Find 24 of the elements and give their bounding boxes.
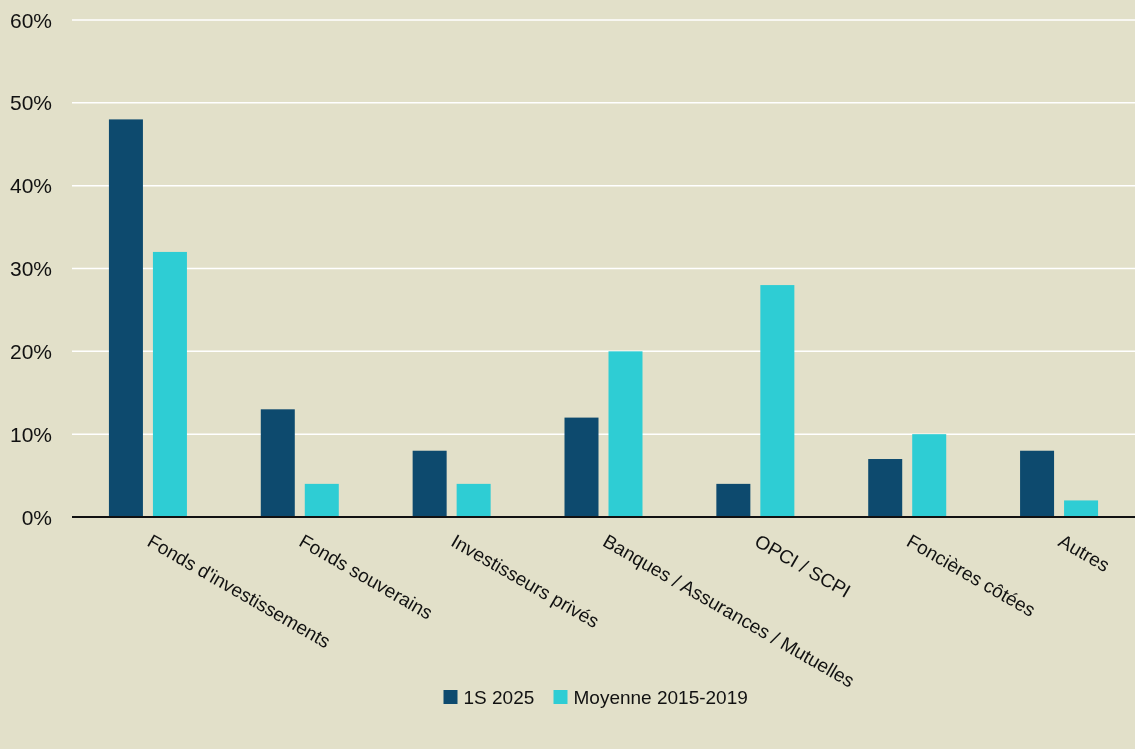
bar xyxy=(260,409,295,517)
bar xyxy=(412,450,447,517)
y-tick-label: 60% xyxy=(9,8,52,32)
bar xyxy=(868,459,903,517)
bar xyxy=(608,351,643,517)
bar xyxy=(912,434,947,517)
bar xyxy=(1064,500,1099,517)
bar xyxy=(456,483,491,517)
bar xyxy=(564,417,599,517)
y-tick-label: 40% xyxy=(9,174,52,198)
bar xyxy=(1020,450,1055,517)
y-tick-label: 10% xyxy=(9,422,52,446)
legend-label: 1S 2025 xyxy=(463,686,535,708)
legend-label: Moyenne 2015-2019 xyxy=(573,686,748,708)
bar xyxy=(716,483,751,517)
bar xyxy=(304,483,339,517)
y-tick-label: 20% xyxy=(9,339,52,363)
y-tick-label: 30% xyxy=(9,257,52,280)
bar xyxy=(760,285,795,517)
y-tick-label: 50% xyxy=(9,91,52,115)
y-tick-label: 0% xyxy=(21,505,52,529)
bar xyxy=(108,119,143,517)
x-tick-label: OPCI / SCPI xyxy=(751,530,855,602)
bar xyxy=(152,251,187,517)
